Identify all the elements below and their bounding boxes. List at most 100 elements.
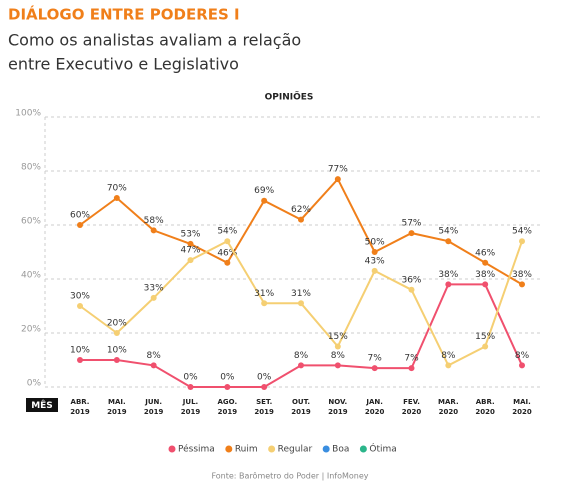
y-tick-label: 80% (21, 163, 41, 173)
data-point (261, 197, 268, 204)
subtitle: Como os analistas avaliam a relação (8, 31, 301, 50)
data-label: 7% (368, 354, 383, 364)
data-point (482, 343, 489, 350)
data-label: 10% (107, 346, 127, 356)
data-label: 54% (438, 227, 458, 237)
x-tick-label: JAN. 2020 (365, 398, 385, 416)
data-point (482, 259, 489, 266)
data-label: 46% (475, 248, 495, 258)
data-label: 31% (254, 289, 274, 299)
data-point (482, 281, 489, 288)
data-point (77, 303, 83, 309)
data-point (150, 294, 157, 301)
data-point (334, 176, 341, 183)
data-point (445, 238, 452, 245)
x-tick-label: ABR. 2019 (70, 398, 90, 416)
x-tick-label: ABR. 2020 (475, 398, 495, 416)
series-line (80, 283, 523, 388)
data-label: 8% (331, 351, 346, 361)
data-label: 54% (217, 227, 237, 237)
legend-marker (359, 445, 367, 453)
plot-title: OPINIÕES (265, 91, 314, 103)
data-label: 8% (294, 351, 309, 361)
x-tick-label: JUN. 2019 (144, 398, 164, 416)
data-point (187, 384, 194, 390)
data-label: 46% (217, 248, 237, 258)
data-label: 0% (183, 373, 198, 383)
legend-marker (225, 445, 233, 453)
data-point (224, 238, 231, 245)
legend-marker (322, 445, 330, 453)
subtitle: entre Executivo e Legislativo (8, 55, 239, 74)
legend-label: Péssima (178, 444, 215, 455)
data-label: 38% (438, 270, 458, 280)
data-label: 31% (291, 289, 311, 299)
data-label: 20% (107, 319, 127, 329)
data-point (408, 365, 415, 372)
y-tick-label: 20% (21, 325, 41, 335)
data-point (187, 240, 194, 247)
data-point (371, 267, 378, 274)
data-point (445, 362, 452, 369)
data-label: 33% (144, 283, 164, 293)
data-label: 60% (70, 211, 90, 221)
data-point (371, 249, 378, 255)
y-tick-label: 40% (21, 271, 41, 281)
x-tick-label: MAI. 2019 (107, 398, 127, 416)
data-point (298, 300, 304, 307)
legend-label: Ruim (235, 445, 258, 455)
data-point (113, 195, 120, 201)
data-point (77, 222, 83, 228)
x-tick-label: NOV. 2019 (328, 398, 348, 416)
data-label: 58% (144, 216, 164, 226)
data-label: 15% (328, 332, 348, 342)
x-tick-label: AGO. 2019 (218, 398, 238, 416)
data-label: 0% (257, 373, 272, 383)
data-label: 62% (291, 205, 311, 215)
data-label: 54% (512, 227, 532, 237)
x-label-box (26, 398, 58, 412)
source: Fonte: Barômetro do Poder | InfoMoney (211, 471, 368, 481)
data-label: 8% (147, 351, 162, 361)
x-tick-label: MAI. 2020 (512, 398, 532, 416)
data-point (187, 257, 194, 264)
legend-marker (168, 445, 176, 453)
data-label: 69% (254, 186, 274, 196)
data-label: 38% (475, 270, 495, 280)
data-label: 10% (70, 346, 90, 356)
x-tick-label: FEV. 2020 (402, 398, 422, 416)
data-point (445, 281, 452, 288)
data-point (519, 238, 525, 245)
data-label: 70% (107, 184, 127, 194)
legend-label: Regular (278, 445, 313, 455)
data-point (519, 281, 525, 288)
data-point (519, 362, 525, 369)
data-label: 7% (404, 354, 419, 364)
x-tick-label: JUL. 2019 (181, 398, 201, 416)
data-point (150, 227, 157, 234)
data-point (298, 216, 304, 223)
data-label: 15% (475, 332, 495, 342)
data-point (77, 357, 83, 363)
y-tick-label: 60% (21, 217, 41, 227)
y-tick-label: 0% (27, 379, 42, 389)
data-label: 30% (70, 292, 90, 302)
data-label: 77% (328, 165, 348, 175)
x-label: MÊS (31, 399, 53, 411)
data-point (113, 357, 120, 363)
x-tick-label: OUT. 2019 (291, 398, 311, 416)
data-label: 53% (180, 229, 200, 239)
data-label: 36% (401, 275, 421, 285)
data-label: 38% (512, 270, 532, 280)
data-label: 47% (180, 246, 200, 256)
x-tick-label: MAR. 2020 (438, 398, 459, 416)
data-point (150, 362, 157, 369)
data-point (408, 286, 415, 293)
data-label: 43% (365, 256, 385, 266)
data-point (334, 362, 341, 369)
data-point (113, 330, 120, 336)
data-point (408, 230, 415, 237)
legend-label: Ótima (369, 443, 396, 455)
data-point (261, 300, 268, 307)
